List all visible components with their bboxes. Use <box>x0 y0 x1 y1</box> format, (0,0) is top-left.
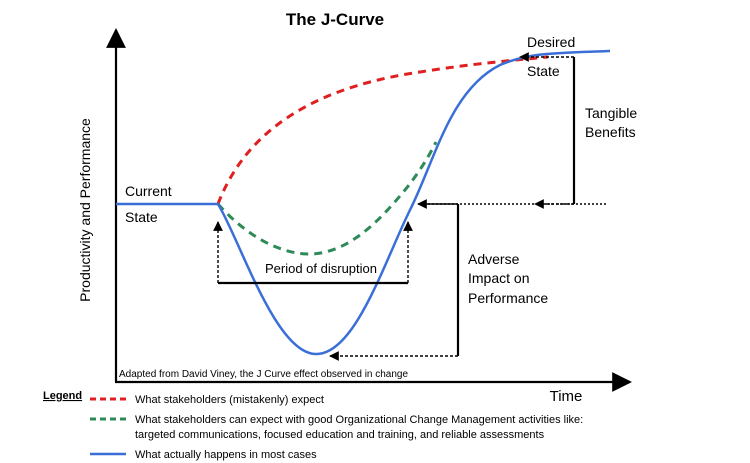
legend-text-actual: What actually happens in most cases <box>135 449 317 461</box>
expected-curve <box>216 55 549 205</box>
desired-state-line1: Desired <box>527 34 575 50</box>
source-note: Adapted from David Viney, the J Curve ef… <box>119 369 408 380</box>
legend-item-expected: What stakeholders (mistakenly) expect <box>90 394 324 406</box>
adverse-label-line1: Adverse <box>468 251 520 267</box>
x-axis-label: Time <box>550 388 583 405</box>
current-state-line2: State <box>125 209 158 225</box>
legend-title: Legend <box>43 390 82 402</box>
tangible-benefits-line2: Benefits <box>585 124 636 140</box>
desired-state-line2: State <box>527 63 560 79</box>
legend-text-expected: What stakeholders (mistakenly) expect <box>135 394 324 406</box>
legend-item-ocm: What stakeholders can expect with good O… <box>90 414 583 441</box>
legend-item-actual: What actually happens in most cases <box>90 449 317 461</box>
diagram-title: The J-Curve <box>286 10 384 29</box>
tangible-benefits-line1: Tangible <box>585 105 637 121</box>
ocm-curve <box>216 141 438 256</box>
adverse-label-line3: Performance <box>468 290 548 306</box>
current-state-line1: Current <box>125 183 172 199</box>
y-axis-label: Productivity and Performance <box>77 118 93 302</box>
legend-text-ocm-line1: What stakeholders can expect with good O… <box>135 414 583 426</box>
adverse-label-line2: Impact on <box>468 270 529 286</box>
period-of-disruption-label: Period of disruption <box>265 261 377 276</box>
actual-curve <box>116 49 611 356</box>
legend-text-ocm-line2: targeted communications, focused educati… <box>135 429 545 441</box>
